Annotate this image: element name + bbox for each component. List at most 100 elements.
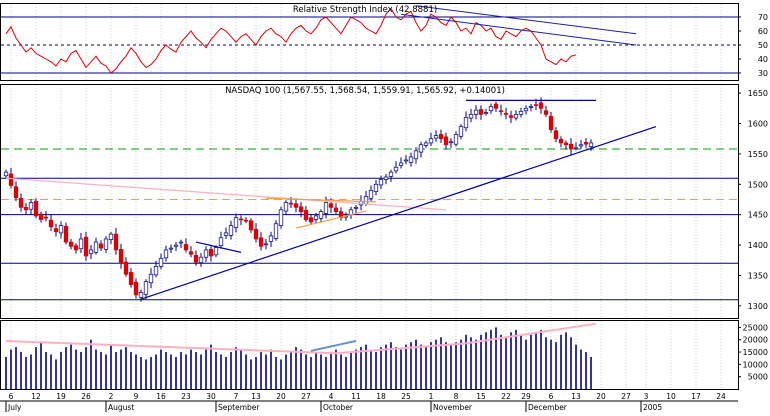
candle <box>363 196 369 205</box>
candle <box>98 243 104 249</box>
price-trendline <box>140 125 657 300</box>
candle <box>68 241 74 247</box>
candle <box>163 249 169 259</box>
day-tick-label: 25 <box>401 392 411 401</box>
candle <box>43 216 49 219</box>
candle <box>78 238 84 250</box>
candle <box>103 238 109 250</box>
day-tick-label: 29 <box>521 392 531 401</box>
day-tick-label: 10 <box>666 392 676 401</box>
volume-tick-label: 20000 <box>743 336 768 345</box>
candle <box>243 219 249 222</box>
candle <box>488 106 494 112</box>
candle <box>168 247 174 250</box>
candle <box>303 210 309 220</box>
candle <box>428 138 434 144</box>
candle <box>523 107 529 112</box>
rsi-trendline <box>400 13 637 46</box>
day-tick-label: 24 <box>716 392 726 401</box>
candle <box>318 211 324 219</box>
day-tick-label: 11 <box>351 392 361 401</box>
candle <box>398 162 404 166</box>
rsi-tick-label: 50 <box>758 41 768 50</box>
candle <box>228 225 234 236</box>
day-tick-label: 8 <box>454 392 459 401</box>
candle <box>453 134 459 145</box>
candle <box>133 281 139 296</box>
month-label: 2005 <box>643 403 662 412</box>
candle <box>63 225 69 243</box>
candle <box>308 217 314 223</box>
candle <box>573 147 579 150</box>
price-trendline <box>195 241 242 253</box>
candle <box>393 166 399 172</box>
day-tick-label: 4 <box>329 392 334 401</box>
candle <box>528 106 534 108</box>
volume-tick-label: 5000 <box>748 373 768 382</box>
rsi-tick-label: 40 <box>758 55 768 64</box>
day-tick-label: 16 <box>156 392 166 401</box>
day-tick-label: 6 <box>549 392 554 401</box>
candle <box>533 104 539 107</box>
day-tick-label: 23 <box>181 392 191 401</box>
price-tick-label: 1450 <box>748 211 768 220</box>
candle <box>418 144 424 153</box>
candle <box>183 244 189 251</box>
day-tick-label: 2 <box>109 392 114 401</box>
candle <box>138 292 144 298</box>
month-label: October <box>323 403 354 412</box>
month-label: December <box>528 403 568 412</box>
volume-panel <box>0 320 739 390</box>
candle <box>538 102 544 109</box>
candle <box>23 207 29 211</box>
candle <box>438 134 444 140</box>
candle <box>368 190 374 199</box>
month-label: September <box>218 403 260 412</box>
candle <box>263 243 269 246</box>
candle <box>323 202 329 214</box>
day-tick-label: 27 <box>621 392 631 401</box>
day-tick-label: 7 <box>234 392 239 401</box>
day-tick-label: 13 <box>251 392 261 401</box>
candle <box>558 138 564 144</box>
candle <box>253 228 259 240</box>
price-trendline <box>295 210 367 229</box>
candle <box>88 249 94 254</box>
candle <box>113 233 119 251</box>
candle <box>383 176 389 180</box>
candle <box>403 159 409 162</box>
candle <box>433 135 439 139</box>
price-tick-label: 1500 <box>748 180 768 189</box>
day-tick-label: 15 <box>476 392 486 401</box>
candle <box>148 273 154 284</box>
candle <box>373 183 379 192</box>
candle <box>28 202 34 210</box>
candle <box>178 241 184 244</box>
day-tick-label: 12 <box>31 392 41 401</box>
candle <box>548 115 554 130</box>
candle <box>3 171 9 177</box>
candle <box>483 112 489 114</box>
candle <box>513 114 519 119</box>
candle <box>218 237 224 247</box>
candle <box>458 126 464 137</box>
candle <box>423 142 429 146</box>
candle <box>143 281 149 295</box>
candle <box>473 109 479 115</box>
candle <box>198 256 204 264</box>
candle <box>58 225 64 234</box>
price-tick-label: 1350 <box>748 271 768 280</box>
volume-trendline <box>335 342 467 355</box>
candle <box>73 245 79 251</box>
candle <box>108 233 114 240</box>
candle <box>313 215 319 220</box>
candle <box>543 110 549 115</box>
candle <box>268 235 274 242</box>
candle <box>443 136 449 146</box>
candle <box>208 248 214 257</box>
candle <box>333 207 339 212</box>
rsi-line <box>5 7 577 74</box>
candle <box>48 219 54 228</box>
candle <box>413 150 419 160</box>
